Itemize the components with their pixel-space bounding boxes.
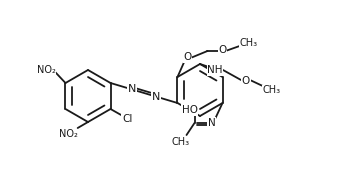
Text: NH: NH bbox=[207, 65, 223, 75]
Text: N: N bbox=[128, 84, 136, 94]
Text: N: N bbox=[152, 92, 160, 102]
Text: CH₃: CH₃ bbox=[172, 137, 190, 147]
Text: Cl: Cl bbox=[122, 114, 132, 124]
Text: O: O bbox=[242, 76, 250, 86]
Text: CH₃: CH₃ bbox=[263, 85, 281, 95]
Text: HO: HO bbox=[182, 105, 198, 115]
Text: NO₂: NO₂ bbox=[59, 129, 78, 139]
Text: CH₃: CH₃ bbox=[239, 38, 257, 48]
Text: NO₂: NO₂ bbox=[37, 65, 56, 75]
Text: O: O bbox=[218, 45, 227, 55]
Text: N: N bbox=[208, 118, 216, 128]
Text: O: O bbox=[183, 52, 192, 62]
